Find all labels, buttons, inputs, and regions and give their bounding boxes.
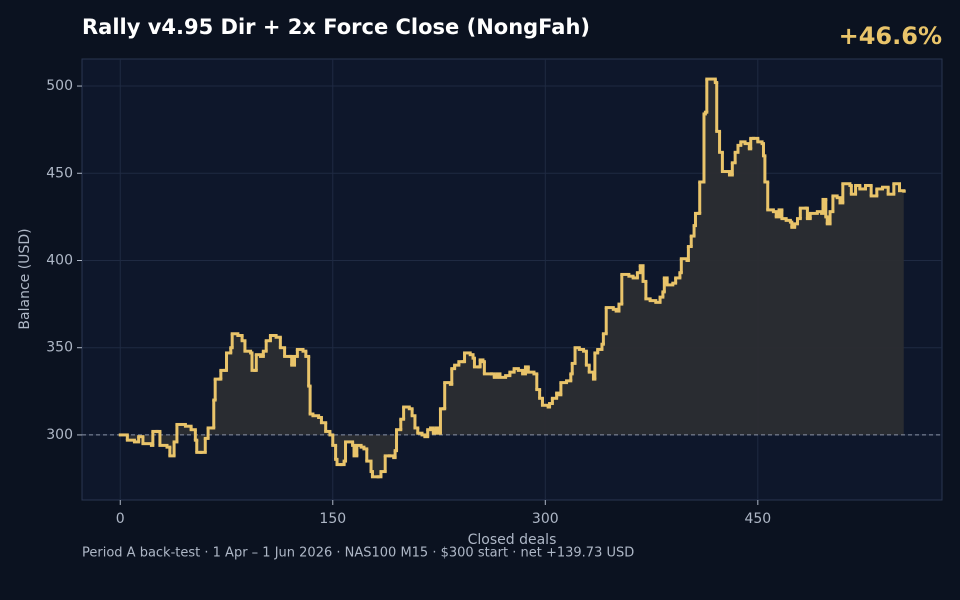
x-tick-label: 150 xyxy=(319,511,346,527)
y-axis-label: Balance (USD) xyxy=(17,228,33,329)
y-tick-label: 350 xyxy=(46,340,73,356)
area-fill xyxy=(120,79,904,477)
y-tick-label: 400 xyxy=(46,252,73,268)
y-tick-label: 450 xyxy=(46,165,73,181)
x-tick-label: 450 xyxy=(744,511,771,527)
footer: Period A back-test · 1 Apr – 1 Jun 2026 … xyxy=(82,546,634,561)
x-tick-label: 0 xyxy=(116,511,125,527)
return-annotation: +46.6% xyxy=(839,22,942,50)
chart-title: Rally v4.95 Dir + 2x Force Close (NongFa… xyxy=(82,15,590,39)
y-tick-label: 500 xyxy=(46,78,73,94)
x-tick-label: 300 xyxy=(532,511,559,527)
y-tick-label: 300 xyxy=(46,427,73,443)
x-axis-label: Closed deals xyxy=(468,532,557,548)
